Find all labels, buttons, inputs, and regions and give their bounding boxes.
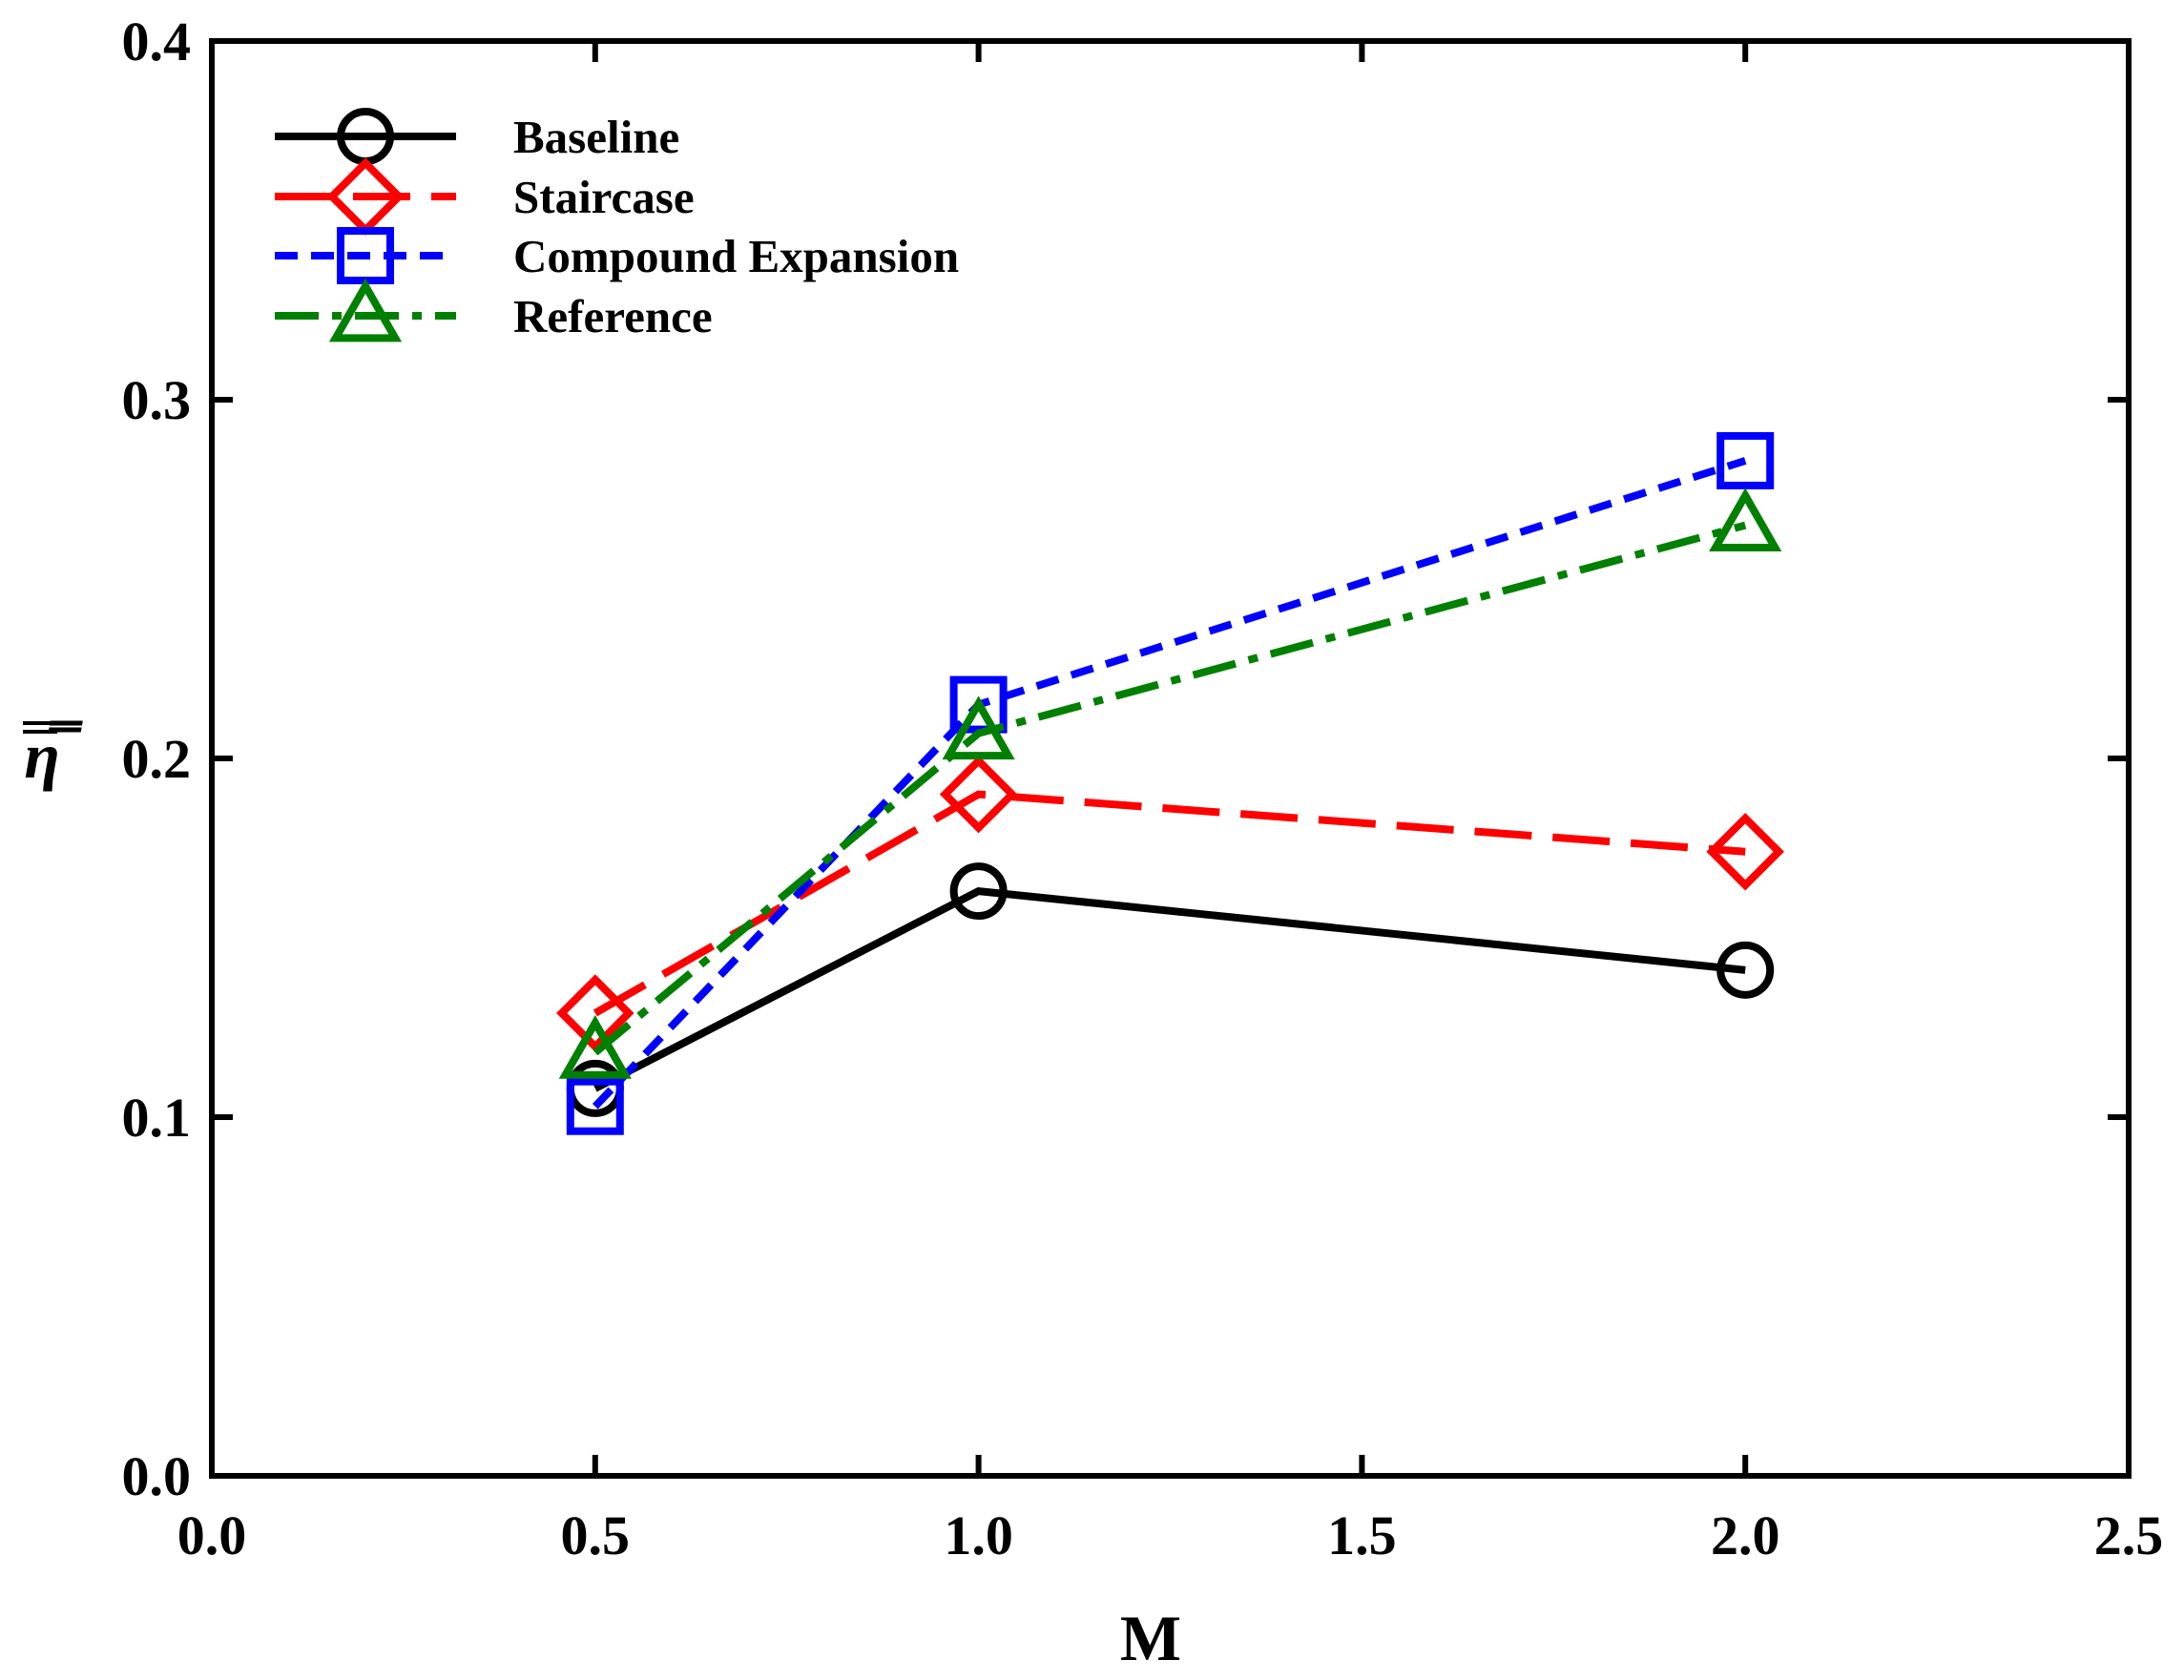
x-axis-title: M <box>1120 1602 1181 1674</box>
data-point-compound-expansion <box>1716 431 1775 489</box>
x-tick-label: 0.5 <box>561 1504 631 1566</box>
data-point-staircase <box>1706 813 1784 891</box>
x-tick-label: 0.0 <box>177 1504 247 1566</box>
y-tick-label: 0.3 <box>122 369 192 431</box>
series-compound-expansion <box>566 431 1775 1135</box>
y-tick-label: 0.2 <box>122 728 192 790</box>
legend-label-reference: Reference <box>513 290 713 342</box>
x-tick-label: 2.5 <box>2094 1504 2164 1566</box>
y-tick-label: 0.4 <box>122 10 192 73</box>
series-line-baseline <box>593 887 1746 1092</box>
data-point-reference <box>942 695 1015 760</box>
legend: Baseline Staircase Compound Expansion Refer… <box>275 108 959 342</box>
y-tick-label: 0.0 <box>122 1445 192 1507</box>
series-line-staircase <box>593 790 1746 1017</box>
y-tick-label: 0.1 <box>122 1087 192 1149</box>
legend-label-baseline: Baseline <box>513 111 679 163</box>
data-point-compound-expansion <box>566 1077 624 1135</box>
data-point-staircase <box>939 755 1018 834</box>
y-axis-title: η̿ <box>24 719 83 792</box>
data-point-baseline <box>949 862 1008 921</box>
series-line-compound-expansion <box>592 457 1747 1110</box>
data-point-baseline <box>1716 941 1775 999</box>
data-point-reference <box>1709 487 1782 551</box>
x-tick-label: 1.5 <box>1327 1504 1397 1566</box>
data-point-staircase <box>556 974 634 1052</box>
legend-label-staircase: Staircase <box>513 171 695 223</box>
series-staircase <box>556 755 1784 1052</box>
legend-label-compound-expansion: Compound Expansion <box>513 230 959 282</box>
x-tick-label: 2.0 <box>1711 1504 1780 1566</box>
x-tick-label: 1.0 <box>944 1504 1013 1566</box>
legend-marker-reference <box>328 278 403 342</box>
series-baseline <box>566 862 1775 1117</box>
data-point-reference <box>558 1015 632 1079</box>
plot-frame <box>209 38 2132 1479</box>
series-line-reference <box>593 521 1747 1056</box>
series-reference <box>558 487 1782 1079</box>
